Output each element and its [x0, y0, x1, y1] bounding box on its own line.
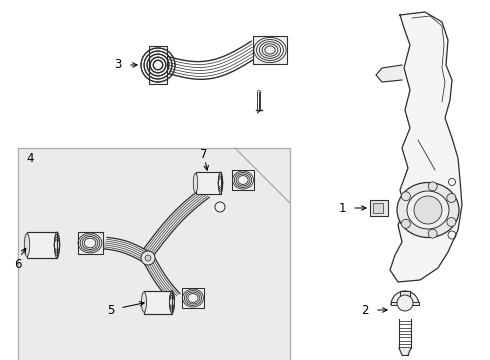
Circle shape: [428, 182, 437, 191]
Ellipse shape: [193, 173, 198, 193]
Text: 7: 7: [200, 148, 208, 161]
Bar: [18, 148, 290, 360]
Text: 6: 6: [14, 257, 22, 270]
Bar: [148, 46, 168, 84]
Circle shape: [414, 196, 442, 224]
Circle shape: [215, 202, 225, 212]
Ellipse shape: [407, 191, 449, 229]
Polygon shape: [390, 12, 462, 282]
Bar: [182, 288, 204, 308]
Ellipse shape: [24, 234, 30, 256]
Ellipse shape: [142, 292, 147, 312]
Text: 5: 5: [107, 305, 115, 318]
Text: 1: 1: [338, 202, 346, 215]
Ellipse shape: [397, 183, 459, 238]
Bar: [370, 200, 388, 216]
Wedge shape: [391, 291, 419, 305]
Circle shape: [397, 295, 413, 311]
Bar: [144, 291, 172, 314]
Bar: [391, 302, 419, 305]
Text: 4: 4: [26, 152, 34, 165]
Polygon shape: [399, 348, 411, 355]
Bar: [27, 232, 57, 258]
Circle shape: [141, 251, 155, 265]
Circle shape: [401, 192, 411, 201]
Polygon shape: [376, 65, 402, 82]
Circle shape: [401, 219, 411, 228]
Bar: [253, 36, 287, 64]
Bar: [77, 232, 102, 254]
Bar: [373, 203, 383, 213]
Circle shape: [145, 255, 151, 261]
Text: 2: 2: [361, 303, 369, 316]
Bar: [400, 291, 410, 305]
Circle shape: [447, 194, 456, 202]
Bar: [232, 170, 254, 190]
Bar: [196, 172, 220, 194]
Circle shape: [428, 229, 437, 238]
Circle shape: [447, 217, 456, 226]
Text: 3: 3: [114, 58, 122, 72]
